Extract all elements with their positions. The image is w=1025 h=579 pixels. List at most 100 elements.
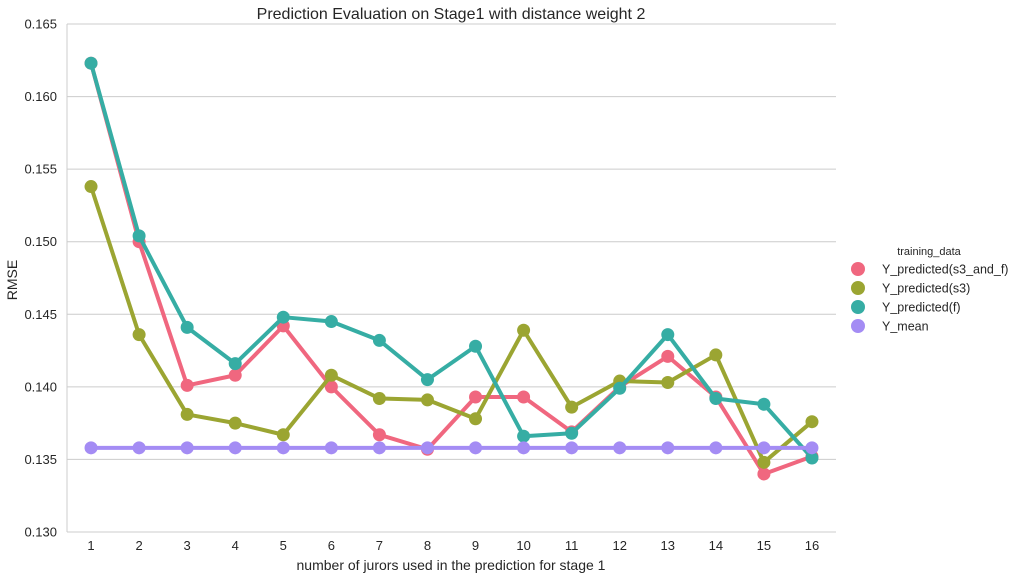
x-tick-label: 16 [805, 538, 819, 553]
data-point [469, 441, 483, 455]
data-point [805, 451, 819, 465]
legend-marker [851, 319, 865, 333]
data-point [805, 441, 819, 455]
data-point [613, 441, 627, 455]
data-point [372, 441, 386, 455]
data-point [709, 441, 723, 455]
data-point [372, 391, 386, 405]
x-tick-label: 1 [87, 538, 94, 553]
legend-title: training_data [897, 246, 961, 258]
legend-marker [851, 300, 865, 314]
data-point [180, 441, 194, 455]
data-point [420, 441, 434, 455]
data-point [132, 229, 146, 243]
data-point [324, 368, 338, 382]
gridlines [67, 23, 836, 460]
y-tick-label: 0.140 [24, 379, 57, 394]
data-point [469, 390, 483, 404]
data-point [132, 328, 146, 342]
data-point [565, 441, 579, 455]
data-point [517, 429, 531, 443]
legend-marker [851, 281, 865, 295]
data-point [709, 348, 723, 362]
x-tick-label: 12 [612, 538, 626, 553]
legend: training_data Y_predicted(s3_and_f) Y_pre… [851, 246, 1008, 334]
y-tick-label: 0.160 [24, 89, 57, 104]
data-point [228, 416, 242, 430]
data-point [84, 180, 98, 194]
legend-label: Y_predicted(s3_and_f) [882, 263, 1008, 277]
data-point [805, 415, 819, 429]
y-tick-label: 0.150 [24, 234, 57, 249]
data-point [661, 328, 675, 342]
data-point [180, 407, 194, 421]
data-point [276, 310, 290, 324]
axes [66, 24, 836, 533]
y-tick-label: 0.145 [24, 307, 57, 322]
data-point [324, 315, 338, 329]
data-point [228, 441, 242, 455]
data-point [661, 349, 675, 363]
x-tick-label: 4 [232, 538, 239, 553]
x-tick-label: 8 [424, 538, 431, 553]
x-tick-label: 5 [280, 538, 287, 553]
y-tick-label: 0.155 [24, 162, 57, 177]
x-tick-label: 7 [376, 538, 383, 553]
data-point [517, 323, 531, 337]
series-3 [84, 441, 819, 455]
data-point [757, 441, 771, 455]
data-point [372, 428, 386, 442]
series-group [84, 56, 819, 481]
y-axis-label: RMSE [4, 260, 20, 300]
data-point [276, 441, 290, 455]
y-tick-label: 0.130 [24, 525, 57, 540]
legend-label: Y_predicted(s3) [882, 282, 970, 296]
x-tick-label: 15 [757, 538, 771, 553]
data-point [613, 381, 627, 395]
x-tick-labels: 1 2 3 4 5 6 7 8 9 10 11 12 13 14 15 16 [87, 538, 819, 553]
x-tick-label: 3 [184, 538, 191, 553]
data-point [180, 320, 194, 334]
data-point [517, 390, 531, 404]
y-tick-label: 0.135 [24, 452, 57, 467]
x-tick-label: 13 [661, 538, 675, 553]
data-point [180, 378, 194, 392]
data-point [469, 339, 483, 353]
data-point [757, 467, 771, 481]
data-point [228, 368, 242, 382]
x-tick-label: 6 [328, 538, 335, 553]
data-point [324, 380, 338, 394]
series-line [89, 61, 814, 460]
legend-label: Y_predicted(f) [882, 301, 961, 315]
legend-marker [851, 262, 865, 276]
x-axis-label: number of jurors used in the prediction … [297, 557, 606, 573]
chart-title: Prediction Evaluation on Stage1 with dis… [257, 6, 646, 23]
data-point [757, 397, 771, 411]
x-tick-label: 11 [565, 538, 579, 553]
data-point [565, 400, 579, 414]
data-point [84, 441, 98, 455]
data-point [709, 391, 723, 405]
data-point [420, 393, 434, 407]
data-point [565, 426, 579, 440]
series-line [89, 61, 814, 476]
data-point [372, 333, 386, 347]
data-point [84, 56, 98, 70]
data-point [469, 412, 483, 426]
x-tick-label: 9 [472, 538, 479, 553]
series-2 [84, 56, 819, 465]
data-point [757, 455, 771, 469]
data-point [228, 357, 242, 371]
data-point [420, 373, 434, 387]
x-tick-label: 10 [516, 538, 530, 553]
y-tick-label: 0.165 [24, 17, 57, 32]
x-tick-label: 14 [709, 538, 723, 553]
data-point [517, 441, 531, 455]
y-tick-labels: 0.130 0.135 0.140 0.145 0.150 0.155 0.160 0.165 [24, 17, 57, 540]
data-point [324, 441, 338, 455]
data-point [661, 441, 675, 455]
data-point [276, 428, 290, 442]
legend-label: Y_mean [882, 320, 929, 334]
data-point [132, 441, 146, 455]
